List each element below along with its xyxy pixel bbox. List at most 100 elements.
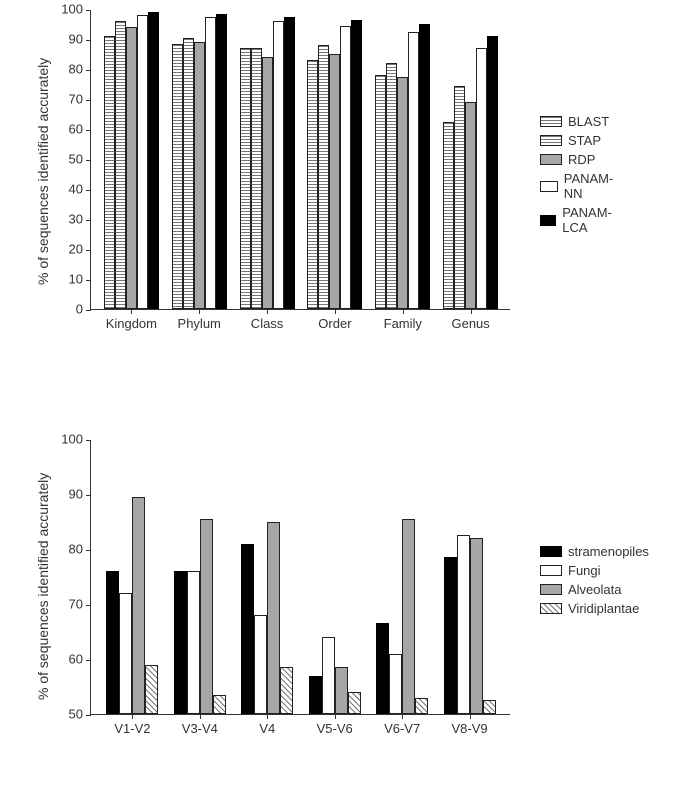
top-legend-swatch	[540, 135, 562, 146]
top-bar	[307, 60, 318, 309]
top-legend-item: PANAM-LCA	[540, 205, 618, 235]
top-bar	[386, 63, 397, 309]
top-xtick-mark	[471, 309, 472, 314]
bottom-y-axis-label: % of sequences identified accurately	[35, 473, 51, 700]
top-bar	[148, 12, 159, 309]
top-ytick-label: 80	[69, 62, 91, 77]
bot-legend-swatch	[540, 584, 562, 595]
top-ytick-label: 30	[69, 212, 91, 227]
top-y-axis-label: % of sequences identified accurately	[35, 58, 51, 285]
top-xtick-label: Class	[251, 316, 284, 331]
top-legend-swatch	[540, 116, 562, 127]
top-bar	[262, 57, 273, 309]
top-bar	[284, 17, 295, 310]
bot-bar	[280, 667, 293, 714]
top-xtick-label: Order	[318, 316, 351, 331]
top-legend: BLAST STAP RDP PANAM-NN PANAM-LCA	[540, 110, 618, 239]
bot-bar	[309, 676, 322, 715]
bot-legend-item: Fungi	[540, 563, 649, 578]
bottom-legend: stramenopiles Fungi Alveolata Viridiplantae	[540, 540, 649, 620]
bot-bar	[348, 692, 361, 714]
top-xtick-mark	[199, 309, 200, 314]
top-bar	[104, 36, 115, 309]
top-ytick-label: 100	[61, 2, 91, 17]
bot-bar	[254, 615, 267, 714]
top-bar	[476, 48, 487, 309]
bot-bar	[267, 522, 280, 715]
top-xtick-label: Phylum	[178, 316, 221, 331]
top-ytick-label: 60	[69, 122, 91, 137]
top-xtick-mark	[267, 309, 268, 314]
top-ytick-label: 90	[69, 32, 91, 47]
bot-xtick-label: V8-V9	[451, 721, 487, 736]
bot-bar	[119, 593, 132, 714]
bot-legend-label: Fungi	[568, 563, 601, 578]
top-legend-swatch	[540, 181, 558, 192]
bot-xtick-mark	[132, 714, 133, 719]
bot-xtick-mark	[402, 714, 403, 719]
bot-bar	[444, 557, 457, 714]
top-ytick-label: 0	[76, 302, 91, 317]
bot-bar	[335, 667, 348, 714]
top-xtick-label: Genus	[451, 316, 489, 331]
top-bar	[454, 86, 465, 310]
bot-legend-label: Alveolata	[568, 582, 621, 597]
bot-ytick-label: 80	[69, 542, 91, 557]
top-bar	[273, 21, 284, 309]
top-legend-label: RDP	[568, 152, 595, 167]
top-legend-label: PANAM-LCA	[562, 205, 617, 235]
top-bar	[408, 32, 419, 310]
top-legend-label: BLAST	[568, 114, 609, 129]
bot-legend-label: Viridiplantae	[568, 601, 639, 616]
top-bar	[126, 27, 137, 309]
top-legend-swatch	[540, 215, 556, 226]
bot-ytick-label: 50	[69, 707, 91, 722]
top-xtick-mark	[335, 309, 336, 314]
bot-legend-label: stramenopiles	[568, 544, 649, 559]
bot-xtick-label: V3-V4	[182, 721, 218, 736]
bot-bar	[389, 654, 402, 715]
top-bar	[318, 45, 329, 309]
top-bar	[397, 77, 408, 310]
top-ytick-label: 20	[69, 242, 91, 257]
bot-xtick-mark	[200, 714, 201, 719]
bot-bar	[376, 623, 389, 714]
top-bar	[115, 21, 126, 309]
bot-xtick-mark	[335, 714, 336, 719]
top-legend-item: STAP	[540, 133, 618, 148]
top-bar	[240, 48, 251, 309]
bot-legend-swatch	[540, 565, 562, 576]
top-legend-item: PANAM-NN	[540, 171, 618, 201]
top-ytick-label: 10	[69, 272, 91, 287]
top-plot-area: 0102030405060708090100KingdomPhylumClass…	[90, 10, 510, 310]
top-legend-item: RDP	[540, 152, 618, 167]
top-ytick-label: 40	[69, 182, 91, 197]
top-bar	[443, 122, 454, 310]
bot-legend-swatch	[540, 603, 562, 614]
top-bar	[351, 20, 362, 310]
top-bar	[183, 38, 194, 310]
bot-xtick-label: V6-V7	[384, 721, 420, 736]
bot-bar	[402, 519, 415, 714]
top-xtick-mark	[131, 309, 132, 314]
bot-ytick-label: 60	[69, 652, 91, 667]
top-bar	[172, 44, 183, 310]
top-bar	[465, 102, 476, 309]
top-bar	[194, 42, 205, 309]
top-legend-label: PANAM-NN	[564, 171, 618, 201]
bot-bar	[132, 497, 145, 714]
top-bar	[487, 36, 498, 309]
bot-xtick-label: V5-V6	[317, 721, 353, 736]
bot-bar	[241, 544, 254, 715]
bot-bar	[457, 535, 470, 714]
top-bar	[251, 48, 262, 309]
bot-bar	[106, 571, 119, 714]
bot-bar	[415, 698, 428, 715]
top-ytick-label: 70	[69, 92, 91, 107]
top-xtick-label: Kingdom	[106, 316, 157, 331]
top-xtick-mark	[403, 309, 404, 314]
top-bar	[329, 54, 340, 309]
top-bar	[137, 15, 148, 309]
bot-legend-swatch	[540, 546, 562, 557]
bot-legend-item: Viridiplantae	[540, 601, 649, 616]
